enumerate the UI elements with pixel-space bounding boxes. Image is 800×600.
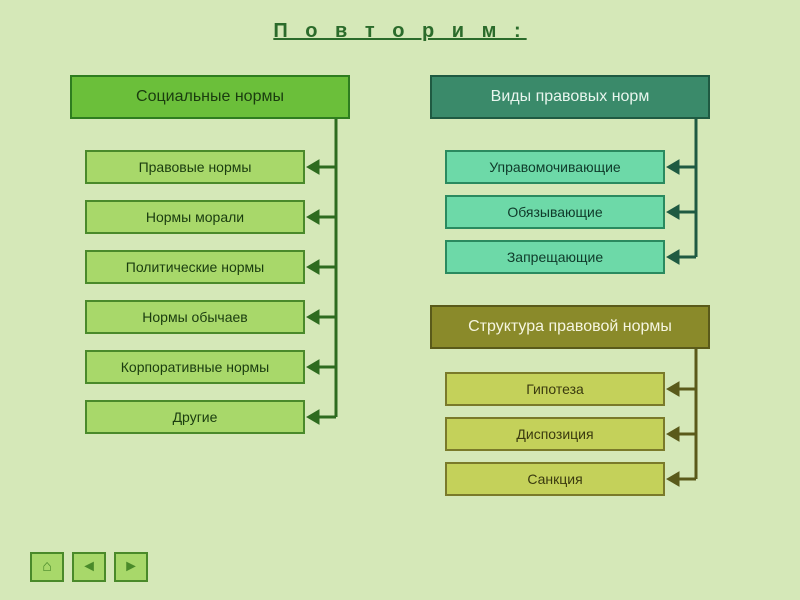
item-social-0: Правовые нормы xyxy=(85,150,305,184)
item-structure-2: Санкция xyxy=(445,462,665,496)
item-structure-1: Диспозиция xyxy=(445,417,665,451)
item-social-1: Нормы морали xyxy=(85,200,305,234)
page-title: П о в т о р и м : xyxy=(0,20,800,43)
header-types: Виды правовых норм xyxy=(430,75,710,119)
item-structure-0: Гипотеза xyxy=(445,372,665,406)
item-social-3: Нормы обычаев xyxy=(85,300,305,334)
header-social: Социальные нормы xyxy=(70,75,350,119)
nav-home-button[interactable]: ⌂ xyxy=(30,552,64,582)
item-social-5: Другие xyxy=(85,400,305,434)
item-social-2: Политические нормы xyxy=(85,250,305,284)
nav-next-button[interactable]: ► xyxy=(114,552,148,582)
item-types-0: Управомочивающие xyxy=(445,150,665,184)
item-types-2: Запрещающие xyxy=(445,240,665,274)
item-types-1: Обязывающие xyxy=(445,195,665,229)
nav-prev-button[interactable]: ◄ xyxy=(72,552,106,582)
header-structure: Структура правовой нормы xyxy=(430,305,710,349)
item-social-4: Корпоративные нормы xyxy=(85,350,305,384)
